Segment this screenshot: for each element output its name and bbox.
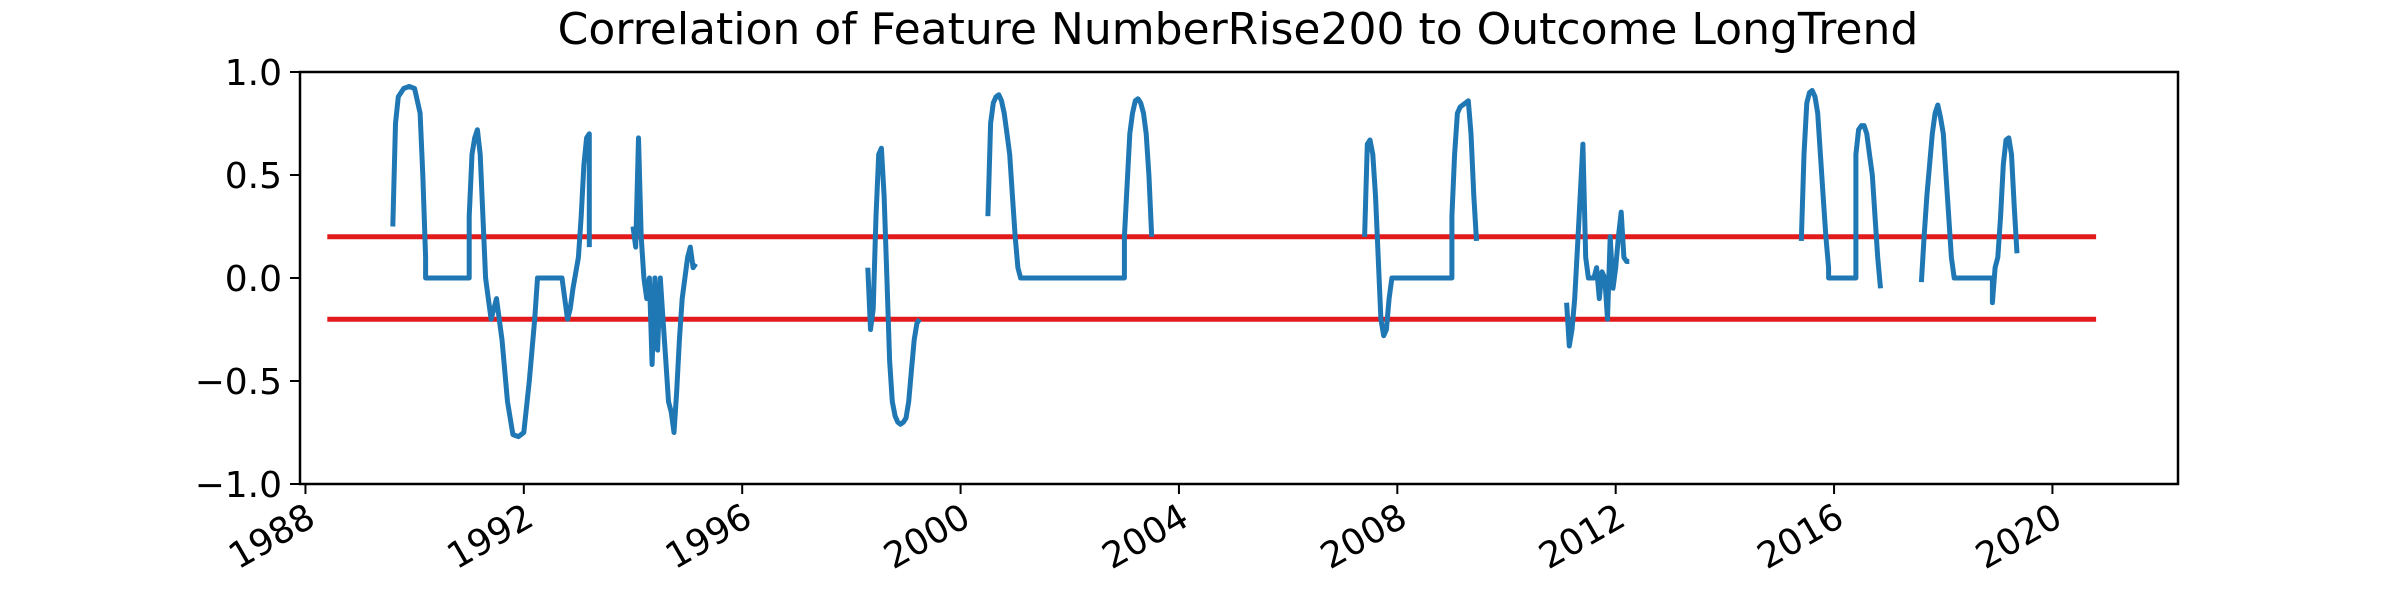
series-line-segment xyxy=(1564,141,1630,349)
x-tick-label: 1992 xyxy=(440,496,540,577)
series-line-segment xyxy=(390,83,592,440)
series-line-segment xyxy=(985,92,1155,281)
plot-area-frame xyxy=(298,70,2180,486)
x-tick-label: 2012 xyxy=(1532,496,1632,577)
x-tick-label: 2000 xyxy=(877,496,977,577)
series-line-segment xyxy=(865,145,922,427)
x-tick-label: 2008 xyxy=(1314,496,1414,577)
y-tick-label: 0.5 xyxy=(225,156,282,197)
y-axis: 1.0 0.5 0.0 −0.5 −1.0 xyxy=(195,53,300,506)
y-tick-label: 0.0 xyxy=(225,259,282,300)
series-line-segment xyxy=(1362,98,1479,339)
y-tick-label: 1.0 xyxy=(225,53,282,94)
x-tick-label: 2020 xyxy=(1969,496,2069,577)
x-tick-label: 2016 xyxy=(1751,496,1851,577)
x-tick-label: 1996 xyxy=(659,496,759,577)
series-line-segment xyxy=(1918,102,2020,306)
y-tick-label: −0.5 xyxy=(195,362,282,403)
chart-title: Correlation of Feature NumberRise200 to … xyxy=(558,4,1919,55)
series-line-segment xyxy=(1798,88,1883,289)
y-tick-label: −1.0 xyxy=(195,465,282,506)
series-line-segment xyxy=(630,135,698,435)
series-group xyxy=(390,83,2020,440)
x-tick-label: 2004 xyxy=(1096,496,1196,577)
x-axis: 1988 1992 1996 2000 2004 2008 2012 2016 2020 xyxy=(222,484,2069,578)
x-tick-label: 1988 xyxy=(222,496,322,577)
